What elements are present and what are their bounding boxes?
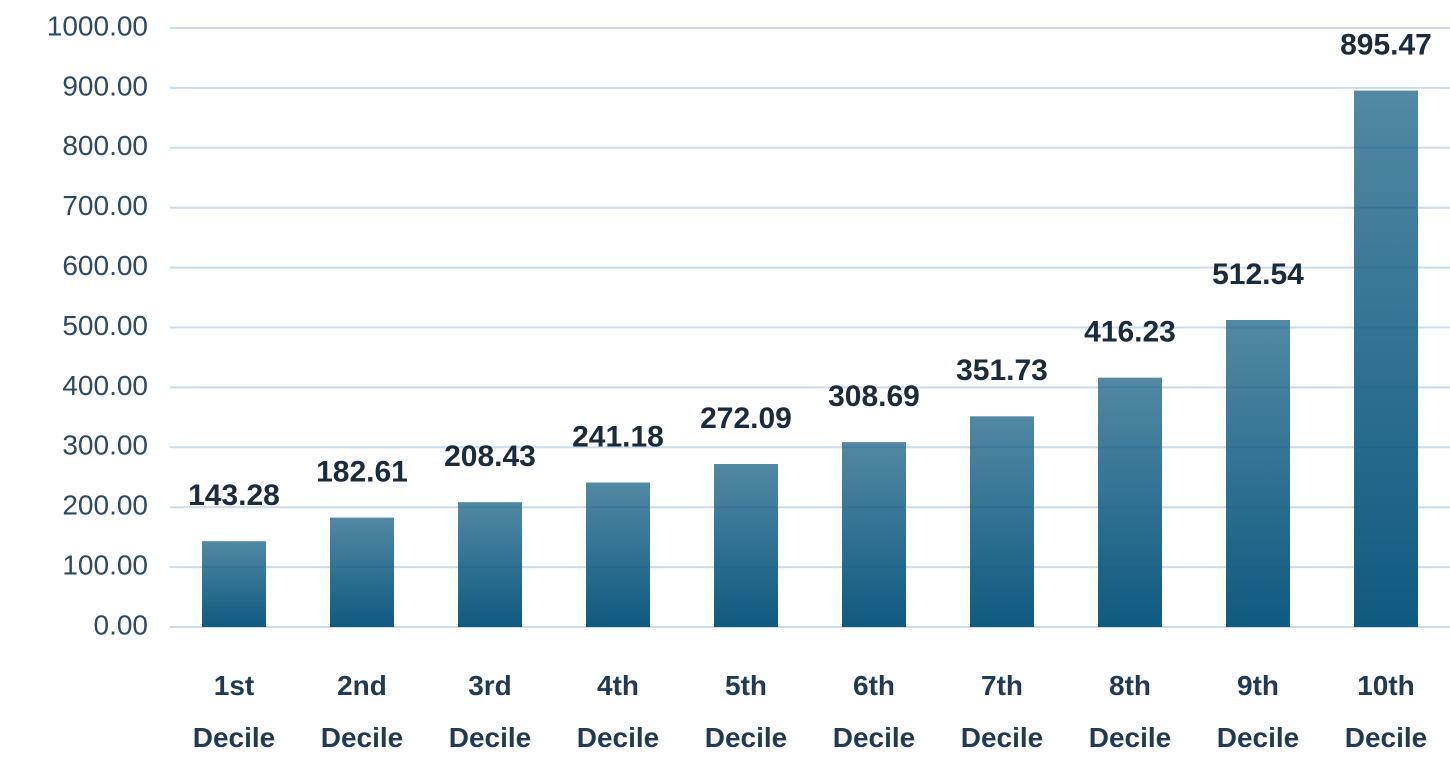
- bar: [842, 442, 906, 627]
- x-tick-label: 4th Decile: [577, 670, 660, 753]
- data-label: 512.54: [1212, 258, 1304, 291]
- y-tick-label: 100.00: [62, 549, 148, 580]
- data-label: 182.61: [316, 456, 408, 489]
- data-label: 351.73: [956, 354, 1048, 387]
- bar: [1226, 319, 1290, 627]
- bar: [330, 517, 394, 627]
- y-tick-label: 200.00: [62, 490, 148, 521]
- y-tick-label: 0.00: [94, 609, 149, 640]
- bar: [1354, 90, 1418, 628]
- bar: [970, 416, 1034, 627]
- y-tick-label: 500.00: [62, 310, 148, 341]
- y-tick-label: 400.00: [62, 370, 148, 401]
- x-tick-label: 10th Decile: [1345, 670, 1428, 753]
- bar: [202, 541, 266, 627]
- data-label: 208.43: [444, 440, 536, 473]
- y-tick-label: 600.00: [62, 250, 148, 281]
- bar: [458, 502, 522, 627]
- x-tick-label: 3rd Decile: [449, 670, 532, 753]
- y-tick-label: 300.00: [62, 430, 148, 461]
- y-tick-label: 700.00: [62, 190, 148, 221]
- data-label: 895.47: [1340, 29, 1432, 62]
- x-tick-label: 9th Decile: [1217, 670, 1300, 753]
- x-tick-label: 5th Decile: [705, 670, 788, 753]
- y-tick-label: 900.00: [62, 70, 148, 101]
- data-label: 416.23: [1084, 316, 1176, 349]
- x-tick-label: 8th Decile: [1089, 670, 1172, 753]
- x-tick-label: 7th Decile: [961, 670, 1044, 753]
- data-label: 272.09: [700, 402, 792, 435]
- data-label: 241.18: [572, 420, 664, 453]
- bar: [586, 482, 650, 627]
- x-tick-label: 2nd Decile: [321, 670, 404, 753]
- x-tick-label: 1st Decile: [193, 670, 276, 753]
- data-label: 143.28: [188, 479, 280, 512]
- y-tick-label: 800.00: [62, 130, 148, 161]
- bar: [714, 464, 778, 627]
- y-tick-label: 1000.00: [47, 10, 148, 41]
- x-tick-label: 6th Decile: [833, 670, 916, 753]
- bar: [1098, 377, 1162, 627]
- data-label: 308.69: [828, 380, 920, 413]
